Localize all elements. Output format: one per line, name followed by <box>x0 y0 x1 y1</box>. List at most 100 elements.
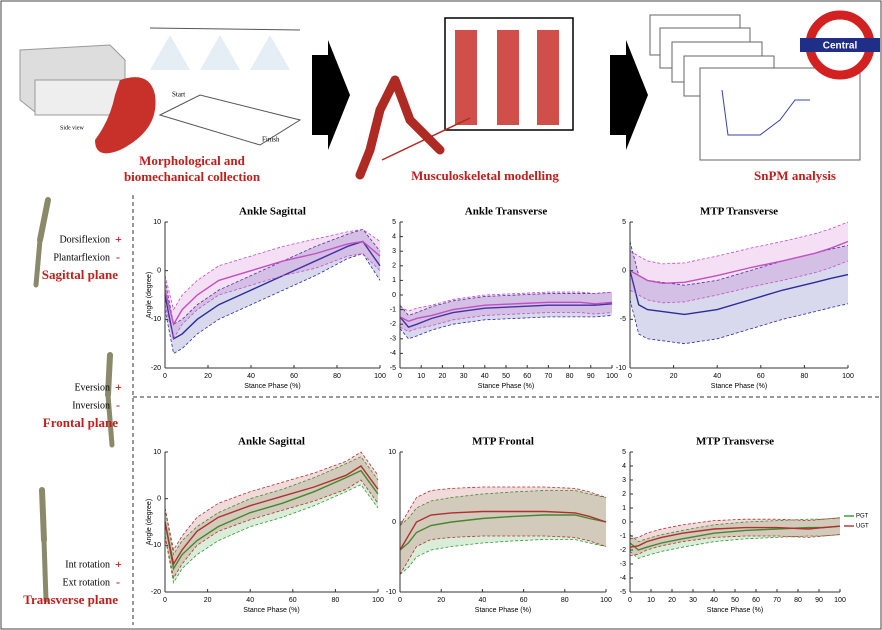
y-tick-label: -2 <box>620 547 626 554</box>
minus-sign: - <box>116 398 120 412</box>
collection-line: Morphological and <box>139 153 246 168</box>
plus-sign: + <box>115 380 122 394</box>
y-tick-label: 0 <box>157 496 161 503</box>
start-label: Start <box>172 91 185 99</box>
negative-label: Plantarflexion <box>53 252 110 263</box>
x-tick-label: 60 <box>757 373 765 380</box>
x-tick-label: 20 <box>670 373 678 380</box>
chart-title: MTP Transverse <box>700 206 778 218</box>
x-tick-label: 80 <box>566 373 574 380</box>
y-tick-label: 0 <box>622 268 626 275</box>
finish-label: Finish <box>262 136 280 144</box>
x-tick-label: 80 <box>332 597 340 604</box>
y-tick-label: -1 <box>620 533 626 540</box>
y-tick-label: 4 <box>392 233 396 240</box>
analysis-title: SnPM analysis <box>754 168 836 183</box>
x-tick-label: 100 <box>600 597 612 604</box>
x-axis-label: Stance Phase (%) <box>707 607 763 614</box>
chart-title: Ankle Transverse <box>465 206 548 218</box>
x-tick-label: 0 <box>628 373 632 380</box>
x-tick-label: 40 <box>247 373 255 380</box>
y-tick-label: -4 <box>390 350 396 357</box>
y-tick-label: 5 <box>622 219 626 226</box>
positive-label: Dorsiflexion <box>59 234 110 245</box>
y-tick-label: -3 <box>390 336 396 343</box>
x-tick-label: 20 <box>668 597 676 604</box>
x-tick-label: 60 <box>289 597 297 604</box>
minus-sign: - <box>116 250 120 264</box>
y-tick-label: -5 <box>620 316 626 323</box>
y-tick-label: 1 <box>622 505 626 512</box>
y-tick-label: -2 <box>390 321 396 328</box>
y-tick-label: -20 <box>151 365 161 372</box>
x-tick-label: 90 <box>587 373 595 380</box>
y-tick-label: 10 <box>388 449 396 456</box>
x-tick-label: 60 <box>290 373 298 380</box>
x-tick-label: 100 <box>842 373 854 380</box>
x-tick-label: 0 <box>628 597 632 604</box>
y-tick-label: 0 <box>392 292 396 299</box>
x-tick-label: 10 <box>647 597 655 604</box>
x-tick-label: 60 <box>520 597 528 604</box>
y-tick-label: -5 <box>620 589 626 596</box>
modelling-title: Musculoskeletal modelling <box>411 168 559 183</box>
chart-title: Ankle Sagittal <box>238 436 305 448</box>
y-tick-label: 10 <box>153 449 161 456</box>
y-tick-label: 10 <box>153 219 161 226</box>
x-tick-label: 0 <box>398 597 402 604</box>
positive-label: Int rotation <box>65 559 110 570</box>
y-tick-label: 3 <box>622 477 626 484</box>
figure: Side view Start Finish Morphological and… <box>0 0 882 630</box>
x-tick-label: 40 <box>479 597 487 604</box>
chart-title: MTP Frontal <box>472 436 534 448</box>
x-axis-label: Stance Phase (%) <box>244 383 300 390</box>
y-tick-label: 0 <box>622 519 626 526</box>
plus-sign: + <box>115 232 122 246</box>
x-tick-label: 40 <box>481 373 489 380</box>
x-tick-label: 30 <box>460 373 468 380</box>
x-tick-label: 60 <box>523 373 531 380</box>
negative-label: Inversion <box>72 400 110 411</box>
y-tick-label: -10 <box>386 589 396 596</box>
logo-text: Central <box>823 41 858 52</box>
x-axis-label: Stance Phase (%) <box>711 383 767 390</box>
y-tick-label: 3 <box>392 248 396 255</box>
negative-label: Ext rotation <box>63 577 111 588</box>
x-tick-label: 70 <box>773 597 781 604</box>
x-tick-label: 40 <box>710 597 718 604</box>
x-tick-label: 20 <box>204 373 212 380</box>
x-tick-label: 20 <box>439 373 447 380</box>
x-tick-label: 100 <box>374 373 386 380</box>
x-tick-label: 80 <box>794 597 802 604</box>
y-tick-label: 2 <box>622 491 626 498</box>
x-tick-label: 100 <box>834 597 846 604</box>
plane-name: Frontal plane <box>43 415 118 430</box>
y-tick-label: 5 <box>622 449 626 456</box>
positive-label: Eversion <box>74 382 110 393</box>
x-tick-label: 60 <box>752 597 760 604</box>
chart-title: Ankle Sagittal <box>239 206 306 218</box>
x-tick-label: 100 <box>372 597 384 604</box>
y-tick-label: -4 <box>620 575 626 582</box>
x-tick-label: 0 <box>163 597 167 604</box>
x-tick-label: 0 <box>163 373 167 380</box>
y-tick-label: 0 <box>392 519 396 526</box>
x-tick-label: 50 <box>502 373 510 380</box>
plane-name: Sagittal plane <box>42 267 118 282</box>
x-tick-label: 40 <box>713 373 721 380</box>
y-tick-label: -3 <box>620 561 626 568</box>
y-tick-label: -10 <box>616 365 626 372</box>
collection-line: biomechanical collection <box>124 169 261 184</box>
x-tick-label: 20 <box>437 597 445 604</box>
x-tick-label: 40 <box>246 597 254 604</box>
y-tick-label: 2 <box>392 263 396 270</box>
x-axis-label: Stance Phase (%) <box>475 607 531 614</box>
legend-label: PGT <box>856 514 869 520</box>
x-tick-label: 90 <box>815 597 823 604</box>
x-tick-label: 30 <box>689 597 697 604</box>
y-tick-label: 1 <box>392 277 396 284</box>
x-tick-label: 80 <box>333 373 341 380</box>
x-tick-label: 100 <box>606 373 618 380</box>
y-tick-label: 0 <box>157 268 161 275</box>
